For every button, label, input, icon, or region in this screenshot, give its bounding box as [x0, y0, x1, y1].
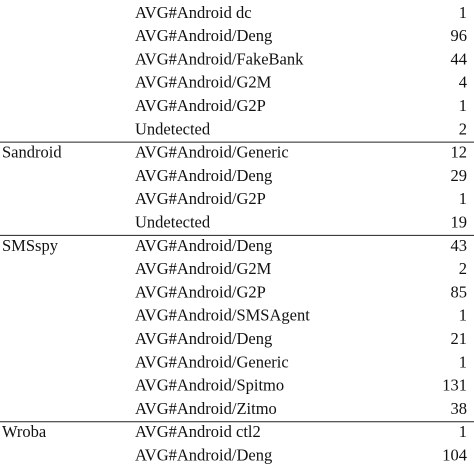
detection-label: AVG#Android/G2P — [135, 96, 266, 115]
detection-label: AVG#Android ctl2 — [135, 422, 261, 441]
sample-count: 96 — [451, 26, 468, 45]
sample-count: 21 — [451, 329, 468, 348]
detection-label: AVG#Android/G2P — [135, 282, 266, 301]
sample-count: 12 — [451, 143, 468, 162]
sample-count: 43 — [451, 236, 468, 255]
sample-count: 2 — [459, 119, 467, 138]
detection-label: AVG#Android/Deng — [135, 445, 272, 464]
sample-count: 38 — [451, 399, 468, 418]
detection-label: AVG#Android/G2M — [135, 73, 272, 92]
detection-label: AVG#Android/G2P — [135, 189, 266, 208]
detection-label: AVG#Android/Deng — [135, 236, 272, 255]
detection-label: Undetected — [135, 119, 211, 138]
family-name: Wroba — [2, 422, 47, 441]
detection-label: AVG#Android/Zitmo — [135, 399, 277, 418]
family-name: Sandroid — [2, 143, 62, 162]
detection-label: AVG#Android dc — [135, 3, 252, 22]
detection-label: AVG#Android/SMSAgent — [135, 306, 310, 325]
detection-label: AVG#Android/Spitmo — [135, 376, 284, 395]
detection-label: AVG#Android/G2M — [135, 259, 272, 278]
sample-count: 4 — [459, 73, 467, 92]
sample-count: 1 — [459, 422, 467, 441]
sample-count: 29 — [451, 166, 468, 185]
sample-count: 1 — [459, 306, 467, 325]
detection-label: AVG#Android/Deng — [135, 166, 272, 185]
detection-label: AVG#Android/Generic — [135, 352, 289, 371]
sample-count: 2 — [459, 259, 467, 278]
sample-count: 19 — [451, 212, 468, 231]
detection-label: AVG#Android/Deng — [135, 329, 272, 348]
sample-count: 44 — [451, 49, 468, 68]
sample-count: 1 — [459, 96, 467, 115]
family-name: SMSspy — [2, 236, 59, 255]
detection-label: AVG#Android/Generic — [135, 143, 289, 162]
detection-label: AVG#Android/FakeBank — [135, 49, 304, 68]
sample-count: 1 — [459, 352, 467, 371]
sample-count: 1 — [459, 3, 467, 22]
sample-count: 104 — [442, 445, 467, 464]
detection-label: AVG#Android/Deng — [135, 26, 272, 45]
sample-count: 1 — [459, 189, 467, 208]
detection-label: Undetected — [135, 212, 211, 231]
sample-count: 131 — [442, 376, 467, 395]
sample-count: 85 — [451, 282, 468, 301]
